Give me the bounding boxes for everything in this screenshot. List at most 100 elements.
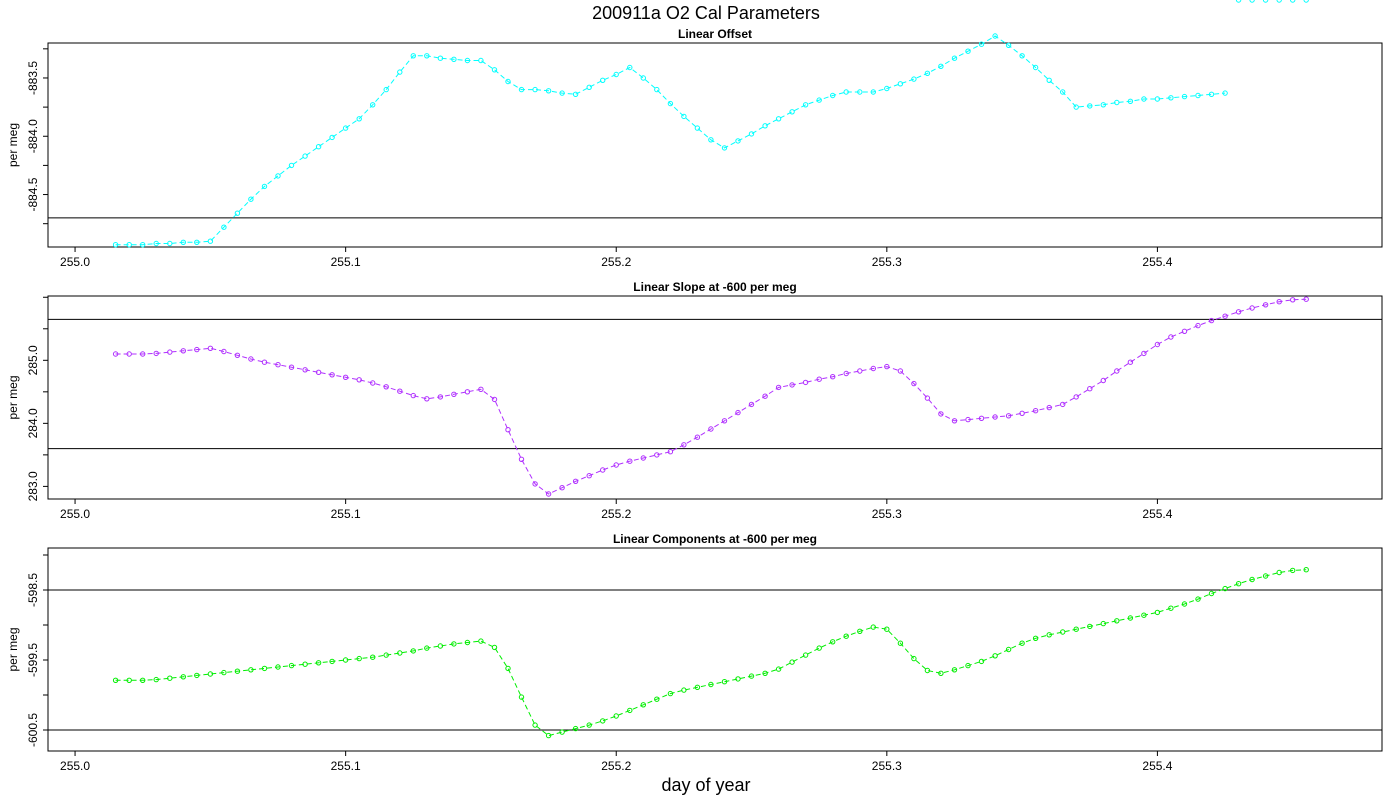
data-point [884, 85, 890, 92]
data-point [1100, 377, 1107, 384]
data-point [1005, 413, 1012, 419]
data-point [965, 662, 971, 669]
data-point [694, 434, 701, 440]
data-point [424, 396, 430, 402]
data-point [654, 86, 660, 93]
chart-title: Linear Components at -600 per meg [613, 532, 817, 546]
data-point [1032, 408, 1039, 414]
data-point [329, 658, 335, 665]
data-point [1060, 629, 1066, 635]
data-point [1195, 92, 1201, 99]
y-axis-label: per meg [6, 375, 20, 419]
data-point [464, 639, 471, 646]
data-point [1235, 0, 1242, 3]
x-tick-label: 255.0 [60, 255, 90, 269]
data-point [1290, 567, 1296, 574]
data-point [234, 352, 241, 358]
data-point [951, 55, 958, 61]
data-point [965, 416, 971, 423]
data-point [965, 48, 971, 54]
data-point [911, 655, 917, 662]
data-point [667, 449, 674, 455]
data-point [410, 53, 416, 59]
data-point [1208, 590, 1215, 597]
chart-panel-1: Linear Offset per meg 255.0 255.1 255.2 255.3… [6, 0, 1383, 269]
data-point [1154, 609, 1161, 616]
data-point [708, 681, 714, 688]
x-tick-label: 255.4 [1142, 255, 1172, 269]
data-point [140, 351, 146, 357]
data-point [748, 673, 755, 679]
data-point [261, 183, 268, 190]
data-point [329, 134, 335, 141]
data-point [464, 389, 471, 395]
data-point [1046, 404, 1052, 411]
data-point [735, 676, 741, 682]
data-point [1262, 302, 1269, 308]
data-point [681, 442, 687, 448]
data-point [884, 363, 890, 370]
data-point [1019, 53, 1025, 59]
data-point [275, 173, 281, 179]
data-point [978, 415, 985, 421]
data-point [681, 687, 687, 693]
data-point [1019, 410, 1025, 416]
data-point [207, 345, 214, 351]
data-point [1005, 646, 1012, 653]
data-point [1276, 569, 1282, 576]
data-point [356, 116, 362, 122]
data-point [1181, 601, 1188, 607]
data-point [1195, 322, 1201, 329]
data-point [505, 78, 511, 85]
data-point [627, 64, 633, 71]
data-point [613, 71, 619, 78]
data-point [1114, 368, 1120, 374]
data-point [1262, 573, 1269, 579]
series-line [115, 569, 1307, 737]
data-point [478, 57, 484, 64]
data-point [126, 677, 132, 683]
data-point [275, 664, 281, 670]
data-point [843, 633, 849, 639]
y-axis-label: per meg [6, 123, 20, 167]
x-tick-label: 255.1 [331, 507, 361, 521]
data-point [1249, 576, 1255, 583]
data-point [505, 665, 511, 672]
data-point [248, 196, 254, 202]
data-point [424, 645, 430, 651]
data-point [1222, 90, 1228, 96]
data-point [802, 379, 809, 386]
data-point [1141, 96, 1147, 102]
data-point [613, 713, 619, 719]
data-point [424, 53, 430, 59]
data-point [870, 89, 876, 95]
data-point [545, 732, 552, 739]
data-point [383, 86, 389, 93]
data-point [1154, 341, 1161, 348]
data-point [830, 639, 836, 645]
data-point [748, 131, 755, 137]
data-point [261, 665, 268, 672]
data-point [789, 382, 795, 388]
data-point [762, 393, 768, 399]
data-point [342, 125, 349, 131]
panels: Linear Offset per meg 255.0 255.1 255.2 255.3… [6, 0, 1383, 773]
data-point [288, 662, 295, 669]
data-point [1100, 102, 1107, 108]
data-point [112, 677, 119, 683]
data-point [789, 659, 795, 665]
y-axis-label: per meg [6, 627, 20, 671]
data-point [1073, 626, 1079, 632]
data-point [1181, 93, 1188, 100]
data-point [830, 374, 836, 380]
data-point [572, 725, 579, 732]
data-point [870, 365, 876, 372]
data-point [735, 138, 741, 144]
data-point [748, 401, 755, 408]
data-point [762, 123, 768, 129]
data-point [762, 670, 768, 676]
data-point [180, 348, 187, 354]
chart-panel-2: Linear Slope at -600 per meg per meg 255.0… [6, 280, 1383, 521]
data-point [1208, 317, 1215, 324]
data-point [1127, 98, 1134, 105]
